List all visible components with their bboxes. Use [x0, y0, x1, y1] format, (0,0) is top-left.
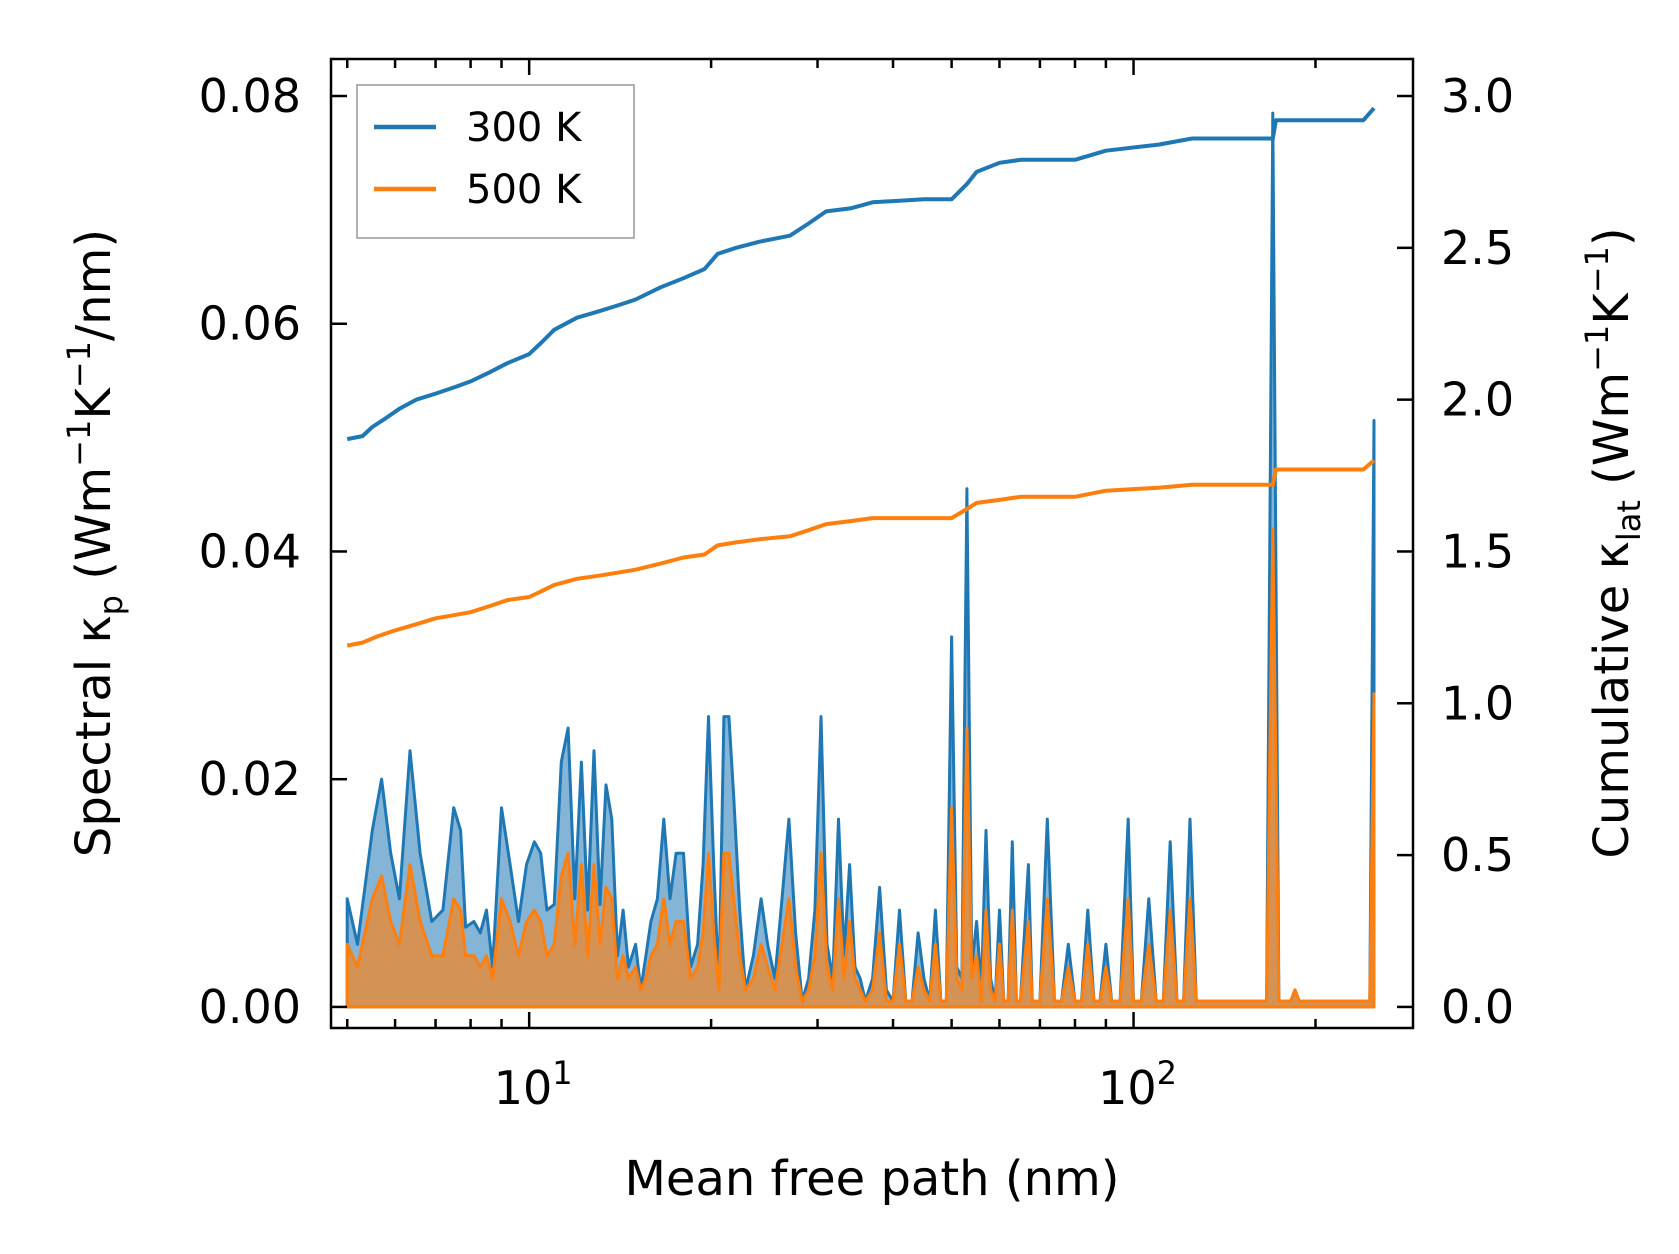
plot-frame	[329, 57, 1415, 1030]
y-tick-label: 0.00	[199, 980, 301, 1034]
y-tick-label: 0.04	[199, 524, 301, 578]
y-axis-label: Spectral κp (Wm−1K−1/nm)	[60, 229, 130, 857]
y2-tick-labels: 0.0 0.5 1.0 1.5 2.0 2.5 3.0	[1441, 69, 1514, 1034]
cumulative-line-300k	[346, 106, 1376, 442]
legend: 300 K 500 K	[356, 84, 635, 239]
x-axis-label: Mean free path (nm)	[625, 1151, 1120, 1207]
y2-tick-label: 1.5	[1441, 524, 1514, 578]
x-tick-labels: 101 102	[494, 1054, 1177, 1115]
legend-box	[356, 84, 635, 239]
y2-axis-label: Cumulative κlat (Wm−1K−1)	[1578, 227, 1648, 858]
y-tick-label: 0.02	[199, 752, 301, 806]
x-tick-label: 102	[1098, 1054, 1177, 1115]
y2-tick-label: 1.0	[1441, 676, 1514, 730]
y2-tick-label: 2.0	[1441, 373, 1514, 427]
tick-layer	[331, 59, 1413, 1028]
legend-label-500k: 500 K	[466, 167, 583, 213]
y-tick-labels: 0.00 0.02 0.04 0.06 0.08	[199, 69, 301, 1034]
y-tick-label: 0.06	[199, 297, 301, 351]
y-tick-label: 0.08	[199, 69, 301, 123]
spectral-area-500k	[345, 527, 1376, 1009]
x-tick-label: 101	[494, 1054, 573, 1115]
series-layer	[345, 106, 1376, 1009]
legend-label-300k: 300 K	[466, 105, 583, 151]
y2-tick-label: 0.5	[1441, 828, 1514, 882]
y2-tick-label: 2.5	[1441, 221, 1514, 275]
y2-tick-label: 3.0	[1441, 69, 1514, 123]
y2-tick-label: 0.0	[1441, 980, 1514, 1034]
cumulative-line-500k	[346, 458, 1376, 648]
